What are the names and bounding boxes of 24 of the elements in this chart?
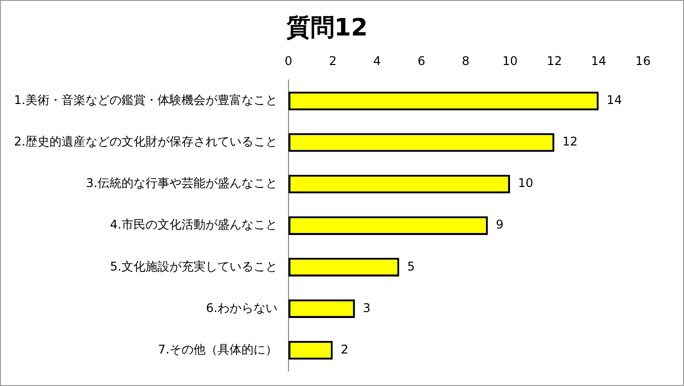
- x-tick-label: 2: [328, 54, 337, 68]
- y-tick-label: 5.文化施設が充実していること: [110, 259, 278, 274]
- data-label: 14: [606, 93, 622, 108]
- data-label: 2: [340, 342, 348, 356]
- data-label: 3: [362, 300, 371, 315]
- data-label: 5: [407, 259, 415, 274]
- x-tick-label: 4: [373, 54, 381, 68]
- x-tick-label: 10: [502, 54, 518, 68]
- x-tick-label: 16: [635, 54, 651, 68]
- x-tick-label: 12: [546, 54, 562, 68]
- y-tick-label: 3.伝統的な行事や芸能が盛んなこと: [86, 176, 278, 190]
- x-tick-label: 8: [462, 54, 470, 68]
- x-tick-label: 6: [418, 54, 426, 68]
- data-label: 12: [562, 134, 578, 149]
- y-tick-label: 4.市民の文化活動が盛んなこと: [110, 218, 278, 232]
- y-tick-label: 2.歴史的遺産などの文化財が保存されていること: [14, 134, 278, 149]
- y-tick-label: 7.その他（具体的に）: [158, 342, 278, 356]
- data-label: 9: [496, 218, 504, 232]
- x-tick-label: 14: [591, 54, 606, 68]
- x-tick-label: 0: [284, 54, 292, 68]
- y-tick-label: 6.わからない: [206, 300, 278, 315]
- y-tick-label: 1.美術・音楽などの鑑賞・体験機会が豊富なこと: [14, 93, 278, 108]
- chart-title: 質問12: [285, 14, 368, 42]
- data-label: 10: [518, 176, 534, 190]
